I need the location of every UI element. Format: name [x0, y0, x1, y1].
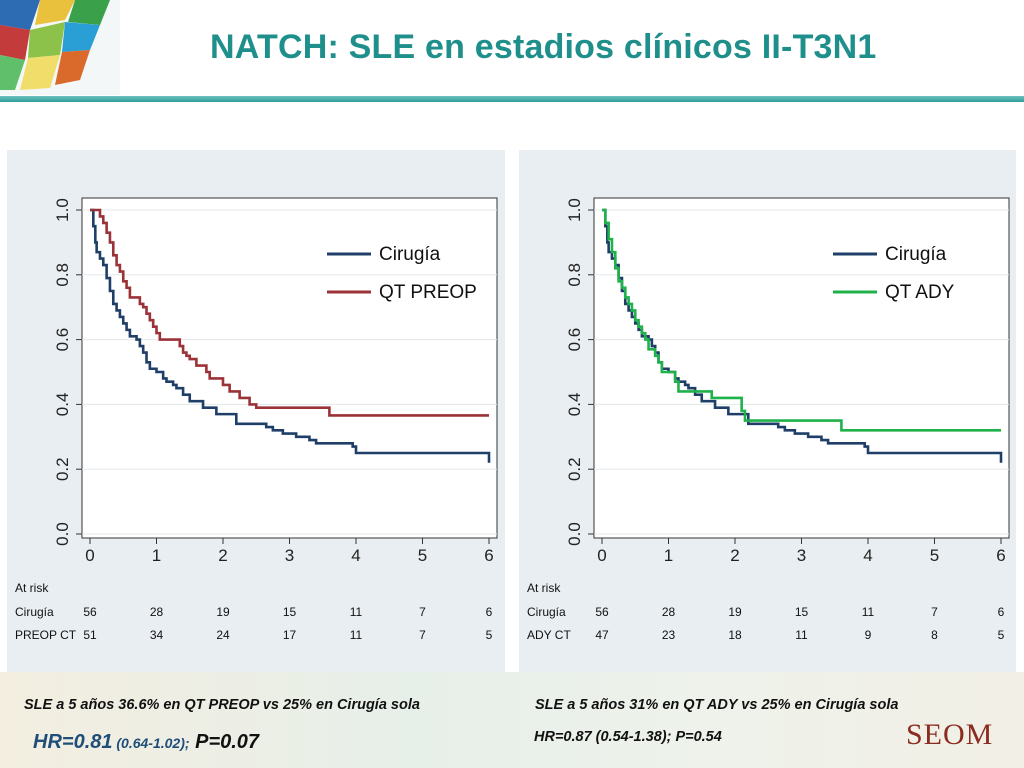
bottom-mosaic-band	[0, 672, 1024, 768]
at-risk-count: 19	[216, 605, 230, 619]
x-tick-label: 0	[85, 546, 94, 565]
x-tick-label: 5	[930, 546, 939, 565]
plot-area	[593, 197, 1010, 539]
y-tick-label: 0.2	[565, 457, 584, 481]
at-risk-count: 6	[486, 605, 493, 619]
at-risk-count: 11	[862, 605, 875, 619]
series-line-1	[602, 208, 1001, 432]
at-risk-count: 7	[419, 605, 426, 619]
x-tick-label: 2	[730, 546, 739, 565]
x-tick-label: 2	[218, 546, 227, 565]
at-risk-row-name: ADY CT	[527, 628, 571, 642]
at-risk-count: 6	[998, 605, 1005, 619]
at-risk-count: 47	[595, 628, 609, 642]
y-tick-label: 0.6	[53, 328, 72, 352]
at-risk-count: 5	[486, 628, 493, 642]
x-tick-label: 4	[863, 546, 872, 565]
series-line-0	[90, 208, 491, 463]
seom-logo: SEOM	[906, 718, 994, 751]
at-risk-count: 19	[728, 605, 742, 619]
at-risk-count: 51	[83, 628, 97, 642]
x-tick-label: 0	[597, 546, 606, 565]
x-tick-label: 1	[152, 546, 161, 565]
at-risk-count: 11	[795, 628, 808, 642]
title-divider	[0, 96, 1024, 102]
at-risk-count: 15	[283, 605, 297, 619]
legend-label: QT ADY	[885, 282, 955, 303]
y-tick-label: 0.0	[565, 522, 584, 546]
hazard-ratio-right: HR=0.87 (0.54-1.38); P=0.54	[534, 729, 722, 745]
x-tick-label: 1	[664, 546, 673, 565]
slide-title: NATCH: SLE en estadios clínicos II-T3N1	[210, 28, 877, 66]
chart-panel-right: 0.0 0.2 0.4 0.6 0.8 1.0 0 1 2 3 4 5 6 Cirugía QT ADY At…	[519, 150, 1016, 672]
at-risk-row-name: Cirugía	[527, 605, 566, 619]
at-risk-count: 9	[865, 628, 872, 642]
x-tick-label: 3	[797, 546, 806, 565]
hr-left-ci: (0.64-1.02);	[112, 735, 190, 751]
at-risk-count: 24	[216, 628, 230, 642]
at-risk-count: 56	[83, 605, 97, 619]
at-risk-count: 28	[662, 605, 676, 619]
x-tick-label: 3	[285, 546, 294, 565]
at-risk-count: 7	[931, 605, 938, 619]
at-risk-count: 56	[595, 605, 609, 619]
legend-label: QT PREOP	[379, 282, 477, 303]
hr-left-pvalue: P=0.07	[189, 731, 260, 753]
legend-label: Cirugía	[885, 244, 947, 265]
at-risk-count: 7	[419, 628, 426, 642]
at-risk-label: At risk	[527, 581, 561, 595]
y-tick-label: 1.0	[565, 198, 584, 222]
note-left: SLE a 5 años 36.6% en QT PREOP vs 25% en…	[24, 697, 420, 713]
at-risk-count: 28	[150, 605, 164, 619]
at-risk-row-name: Cirugía	[15, 605, 54, 619]
y-tick-label: 0.4	[565, 393, 584, 417]
at-risk-count: 11	[350, 628, 363, 642]
at-risk-count: 8	[931, 628, 938, 642]
legend-label: Cirugía	[379, 244, 441, 265]
y-tick-label: 1.0	[53, 198, 72, 222]
x-tick-label: 5	[418, 546, 427, 565]
mosaic-logo-decoration	[0, 0, 120, 95]
x-tick-label: 6	[484, 546, 493, 565]
at-risk-count: 11	[350, 605, 363, 619]
y-tick-label: 0.6	[565, 328, 584, 352]
note-right: SLE a 5 años 31% en QT ADY vs 25% en Cir…	[535, 697, 899, 713]
x-tick-label: 6	[996, 546, 1005, 565]
hr-left-value: HR=0.81	[33, 731, 113, 753]
at-risk-row-name: PREOP CT	[15, 628, 77, 642]
chart-panel-left: 0.0 0.2 0.4 0.6 0.8 1.0 0 1 2 3 4 5 6 Cirugía QT PREOP…	[7, 150, 505, 672]
y-tick-label: 0.8	[565, 263, 584, 287]
y-tick-label: 0.4	[53, 393, 72, 417]
at-risk-count: 34	[150, 628, 164, 642]
x-tick-label: 4	[351, 546, 360, 565]
at-risk-count: 18	[728, 628, 742, 642]
y-tick-label: 0.2	[53, 457, 72, 481]
y-tick-label: 0.0	[53, 522, 72, 546]
at-risk-count: 17	[283, 628, 297, 642]
hazard-ratio-left: HR=0.81 (0.64-1.02); P=0.07	[33, 731, 259, 754]
at-risk-count: 15	[795, 605, 809, 619]
at-risk-count: 5	[998, 628, 1005, 642]
y-tick-label: 0.8	[53, 263, 72, 287]
series-line-1	[90, 208, 489, 417]
at-risk-label: At risk	[15, 581, 49, 595]
at-risk-count: 23	[662, 628, 676, 642]
